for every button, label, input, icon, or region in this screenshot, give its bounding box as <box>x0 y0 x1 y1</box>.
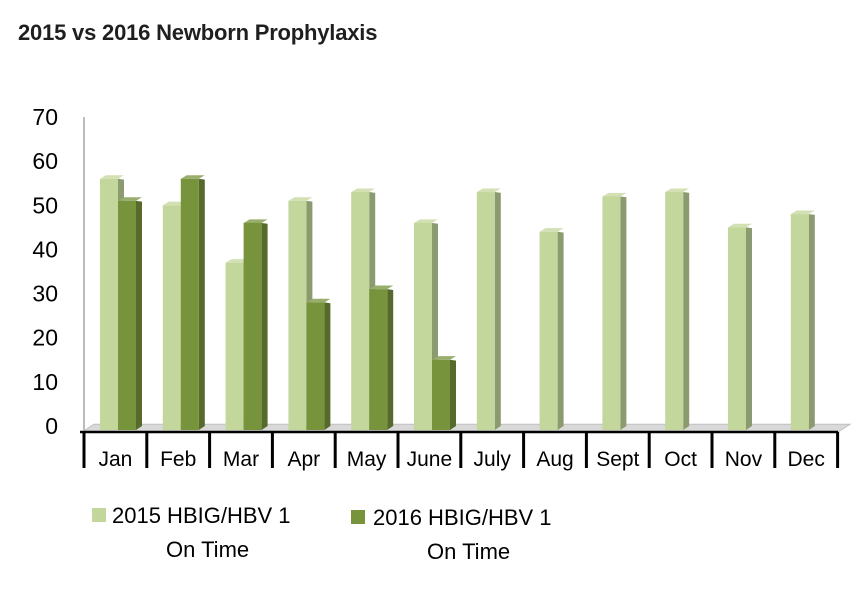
bar-front <box>665 192 684 430</box>
legend-swatch-2015 <box>92 508 106 522</box>
bar-front <box>728 227 746 430</box>
bar-2015-july <box>476 188 501 430</box>
x-tick-label: Aug <box>536 448 573 471</box>
bar-side <box>557 231 564 430</box>
x-tick-label: Sept <box>596 448 639 471</box>
y-tick-label: 0 <box>45 413 58 439</box>
x-tick-label: Apr <box>287 448 320 471</box>
bar-2015-aug <box>539 228 564 430</box>
x-tick-label: May <box>347 448 387 471</box>
bar-2015-oct <box>665 188 690 430</box>
x-tick-label: Jan <box>98 448 132 471</box>
y-tick-label: 70 <box>32 104 58 130</box>
legend-swatch-2016 <box>351 510 365 524</box>
bar-side <box>494 192 501 430</box>
bar-front <box>306 302 325 430</box>
y-tick-label: 20 <box>32 325 58 351</box>
x-tick-label: Feb <box>160 448 196 471</box>
bar-side <box>450 359 456 430</box>
bar-front <box>476 192 495 430</box>
y-tick-label: 60 <box>32 148 58 174</box>
bar-front <box>432 359 450 430</box>
bar-front <box>100 178 118 430</box>
legend-label-2015-line1: 2015 HBIG/HBV 1 <box>112 503 291 528</box>
x-tick-label: Dec <box>788 448 825 471</box>
bar-side <box>620 196 627 430</box>
bar-front <box>180 178 199 430</box>
x-tick-label: July <box>474 448 512 471</box>
bar-front <box>351 192 370 430</box>
bar-top <box>100 175 124 179</box>
bar-front <box>225 262 244 430</box>
bar-2016-mar <box>243 219 268 430</box>
bar-front <box>118 200 136 430</box>
bar-front <box>602 196 621 430</box>
bar-top <box>306 298 331 303</box>
bar-top <box>665 188 690 193</box>
bar-side <box>198 178 205 430</box>
chart-title: 2015 vs 2016 Newborn Prophylaxis <box>18 20 378 45</box>
bar-top <box>369 285 394 290</box>
bar-2015-nov <box>728 223 752 430</box>
bar-side <box>261 222 268 430</box>
bar-front <box>414 222 432 430</box>
bar-front <box>790 214 809 430</box>
bar-front <box>288 200 307 430</box>
legend-label-2016-line1: 2016 HBIG/HBV 1 <box>373 505 552 530</box>
bar-side <box>746 227 752 430</box>
bar-top <box>432 356 456 360</box>
bar-top <box>288 197 313 201</box>
bar-front <box>539 231 558 430</box>
bar-top <box>790 210 815 215</box>
bar-2016-june <box>432 356 456 430</box>
y-tick-label: 40 <box>32 236 58 262</box>
bar-2016-feb <box>180 175 205 430</box>
bar-front <box>369 289 388 430</box>
x-tick-label: Oct <box>664 448 697 471</box>
bar-side <box>387 289 394 430</box>
bar-top <box>476 188 501 193</box>
bar-top <box>180 175 205 179</box>
bar-top <box>602 192 627 197</box>
bar-side <box>136 200 142 430</box>
bar-2016-may <box>369 285 394 430</box>
x-tick-label: June <box>407 448 453 471</box>
bar-top <box>539 228 564 232</box>
bar-2016-apr <box>306 298 331 430</box>
bar-side <box>324 302 331 430</box>
bar-front <box>243 222 262 430</box>
x-tick-label: Nov <box>725 448 763 471</box>
bar-top <box>118 197 142 201</box>
bar-side <box>683 192 690 430</box>
bar-top <box>243 219 268 223</box>
legend-label-2016-line2: On Time <box>427 539 511 564</box>
y-tick-label: 50 <box>32 192 58 218</box>
y-tick-label: 10 <box>32 369 58 395</box>
x-tick-label: Mar <box>223 448 259 471</box>
bar-2015-dec <box>790 210 815 430</box>
bar-front <box>162 205 181 430</box>
bar-side <box>808 214 815 430</box>
y-tick-label: 30 <box>32 281 58 307</box>
bar-2016-jan <box>118 197 142 430</box>
bar-top <box>728 223 752 228</box>
legend-label-2015-line2: On Time <box>166 537 250 562</box>
bar-top <box>414 219 438 223</box>
bar-top <box>351 188 376 193</box>
bar-2015-sept <box>602 192 627 430</box>
